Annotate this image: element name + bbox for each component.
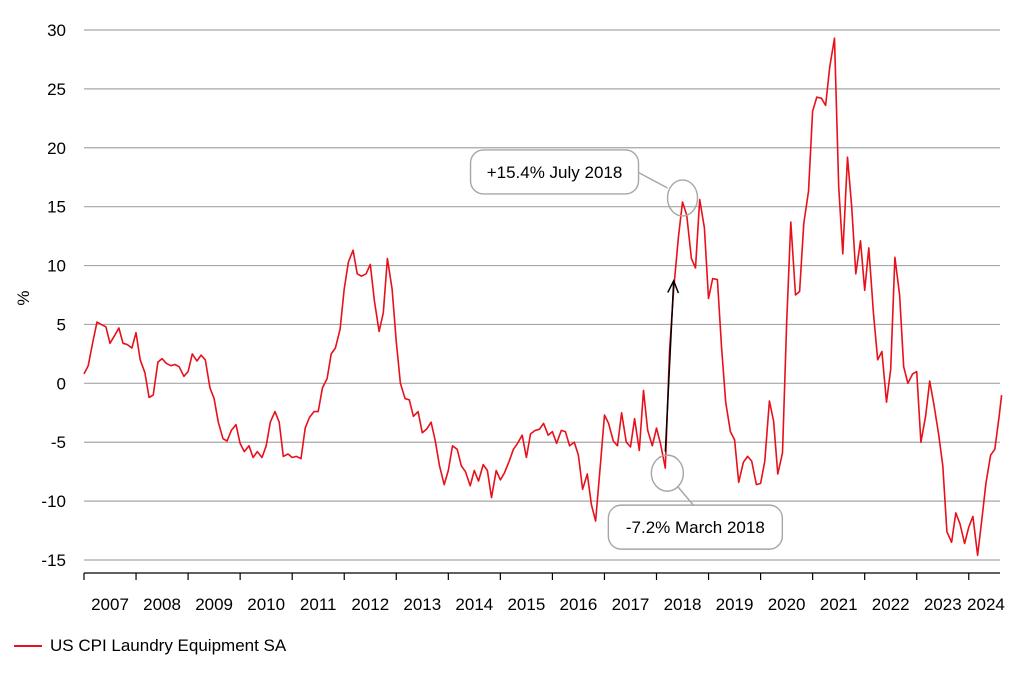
high-callout-leader [637,171,668,189]
x-tick-label: 2011 [300,595,337,614]
x-tick-label: 2022 [872,595,910,614]
legend-label: US CPI Laundry Equipment SA [50,636,287,655]
x-tick-label: 2008 [143,595,181,614]
x-tick-label: 2007 [91,595,129,614]
x-tick-label: 2010 [247,595,285,614]
x-tick-label: 2018 [664,595,702,614]
arrow-head [667,279,680,294]
x-tick-label: 2015 [507,595,545,614]
gridlines [84,29,1000,561]
y-tick-labels: 30 25 20 15 10 5 0 -5 -10 -15 [41,21,66,570]
x-tick-label: 2014 [455,595,493,614]
x-tick-label: 2019 [716,595,754,614]
x-tick-label: 2020 [768,595,806,614]
y-tick-label: -10 [41,492,66,511]
y-axis-label: % [14,290,33,305]
low-callout-leader [676,485,694,506]
arrow-shaft [664,280,675,452]
x-tick-label: 2009 [195,595,233,614]
low-callout-box [607,504,784,550]
x-tick-label: 2013 [403,595,441,614]
low-callout-label: -7.2% March 2018 [626,518,765,537]
x-tick-label: 2023 [924,595,962,614]
y-tick-label: 15 [47,198,66,217]
x-tick-label: 2017 [612,595,650,614]
callouts: +15.4% July 2018 -7.2% March 2018 [469,149,784,550]
x-tick-label: 2024 [967,595,1005,614]
y-tick-label: 20 [47,139,66,158]
x-tick-label: 2021 [820,595,858,614]
y-tick-label: 25 [47,80,66,99]
x-tick-label: 2012 [351,595,389,614]
x-tick-label: 2016 [560,595,598,614]
series-line-laundry-cpi [83,37,1003,557]
y-tick-label: 10 [47,257,66,276]
high-point-circle [666,179,699,217]
y-tick-label: 30 [47,21,66,40]
y-tick-label: -5 [51,433,66,452]
y-tick-label: 5 [57,315,66,334]
low-point-circle [650,454,685,492]
x-axis: 2007 2008 2009 2010 2011 2012 2013 2014 2015 2016… [83,572,1005,614]
high-callout-label: +15.4% July 2018 [487,163,623,182]
legend: US CPI Laundry Equipment SA [14,636,286,656]
legend-line-swatch [14,645,42,647]
high-callout-box [469,149,640,195]
y-tick-label: -15 [41,551,66,570]
y-tick-label: 0 [57,374,66,393]
